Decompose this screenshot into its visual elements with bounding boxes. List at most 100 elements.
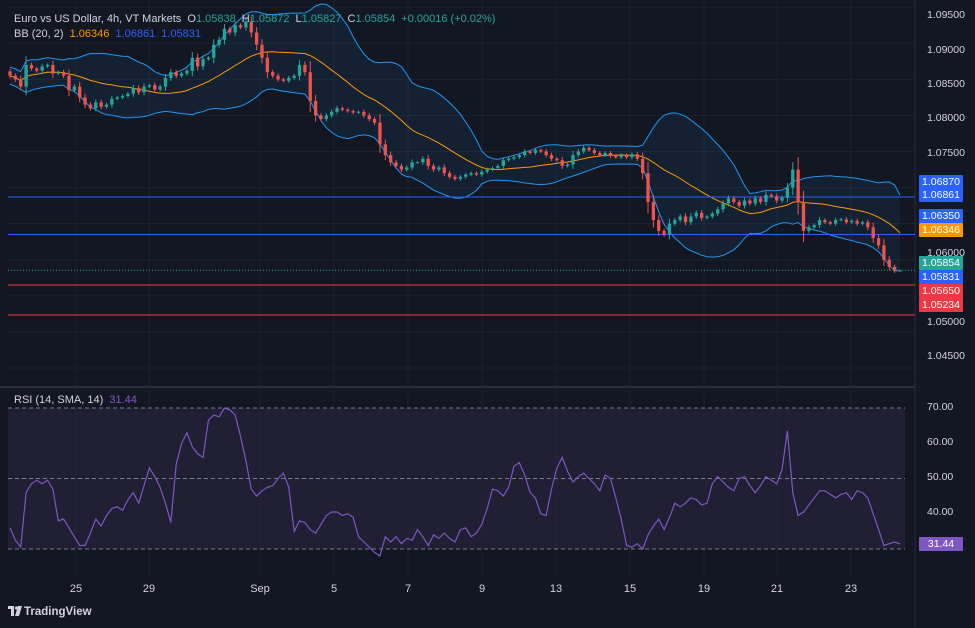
candle-bullish [780, 197, 784, 201]
bb-band-fill [10, 4, 900, 271]
candle-bullish [40, 66, 44, 71]
close-label: C [347, 13, 356, 25]
candle-bearish [823, 220, 827, 223]
time-tick: 7 [404, 583, 412, 595]
candle-bearish [592, 150, 597, 153]
low-value: 1.05827 [301, 13, 342, 25]
candle-bearish [346, 109, 350, 112]
time-tick: Sep [250, 583, 270, 595]
candle-bearish [174, 72, 178, 76]
rsi-legend[interactable]: RSI (14, SMA, 14) 31.44 [14, 394, 140, 406]
candle-bullish [523, 151, 527, 156]
candle-bearish [426, 158, 430, 166]
candle-bearish [892, 266, 897, 271]
time-tick: 15 [623, 583, 637, 595]
candle-bullish [415, 162, 420, 164]
tradingview-logo-icon [8, 606, 22, 616]
time-tick: 9 [478, 583, 486, 595]
candle-bearish [51, 64, 55, 74]
candle-bearish [362, 111, 366, 116]
candle-bullish [217, 39, 221, 45]
high-value: 1.05872 [249, 13, 290, 25]
candle-bearish [276, 75, 280, 80]
candle-bullish [104, 104, 109, 107]
candle-bullish [630, 154, 634, 158]
candle-bullish [619, 155, 623, 158]
candle-bullish [571, 155, 575, 165]
candle-bullish [501, 160, 505, 166]
bb-basis-line [9, 51, 901, 234]
price-tag-red-2: 1.05234 [919, 298, 963, 312]
candle-bullish [464, 174, 468, 177]
time-tick: 13 [549, 583, 563, 595]
candle-bullish [201, 59, 205, 67]
bb-lower-value: 1.05831 [161, 28, 202, 40]
candle-bearish [399, 165, 404, 170]
candle-bearish [153, 85, 157, 90]
candle-bullish [496, 165, 500, 169]
candle-bearish [308, 72, 312, 102]
price-tick: 1.08000 [927, 112, 965, 124]
high-label: H [241, 13, 250, 25]
candle-bullish [45, 64, 50, 67]
candle-bearish [19, 79, 23, 87]
candle-bearish [265, 57, 270, 73]
candle-bearish [871, 227, 875, 239]
candle-bearish [260, 44, 264, 58]
candle-bullish [244, 21, 248, 28]
candle-bearish [651, 202, 656, 221]
candle-bullish [115, 97, 119, 99]
candle-bearish [99, 102, 103, 107]
bb-legend[interactable]: BB (20, 2) 1.06346 1.06861 1.05831 [14, 28, 204, 40]
rsi-tag: 31.44 [919, 537, 963, 551]
candle-bearish [271, 72, 275, 76]
candle-bullish [421, 158, 425, 163]
candle-bearish [828, 222, 832, 224]
candle-bearish [683, 216, 688, 223]
time-tick: 29 [142, 583, 156, 595]
bb-lower-line [9, 83, 901, 272]
bb-upper-value: 1.06861 [115, 28, 156, 40]
price-tick: 1.09000 [927, 44, 965, 56]
candle-bullish [791, 169, 795, 188]
price-tick: 1.08500 [927, 78, 965, 90]
candle-bullish [517, 155, 521, 158]
candle-bullish [458, 176, 463, 179]
candle-bearish [855, 220, 859, 224]
tradingview-logo[interactable]: TradingView [8, 606, 92, 618]
candle-bullish [490, 168, 495, 170]
candle-bearish [876, 238, 881, 246]
close-value: 1.05854 [355, 13, 396, 25]
candle-bearish [238, 25, 243, 28]
candle-bearish [383, 144, 387, 156]
candle-bearish [614, 155, 618, 158]
candle-bearish [367, 115, 371, 120]
candle-bullish [110, 98, 114, 105]
time-tick: 23 [844, 583, 858, 595]
candle-bearish [758, 198, 763, 203]
price-tag-red-1: 1.05650 [919, 284, 963, 298]
price-tag-bb-lower: 1.05831 [919, 270, 963, 284]
candle-bullish [721, 203, 725, 210]
candle-bullish [287, 77, 291, 81]
candle-bullish [678, 216, 682, 221]
candle-bearish [394, 162, 398, 166]
candle-bullish [764, 194, 768, 203]
candle-bearish [587, 147, 591, 151]
candle-bearish [340, 108, 345, 110]
candle-bullish [667, 223, 672, 235]
candle-bearish [769, 194, 773, 197]
candle-bearish [887, 259, 891, 267]
candle-bullish [673, 220, 677, 224]
candle-bearish [83, 97, 87, 105]
candle-bullish [169, 72, 173, 78]
candle-bullish [163, 77, 168, 87]
candle-bearish [608, 152, 613, 156]
candle-bearish [61, 72, 66, 76]
candle-bullish [705, 216, 709, 218]
candle-bullish [860, 222, 865, 224]
candle-bearish [474, 173, 479, 175]
ohlc-legend: Euro vs US Dollar, 4h, VT Markets O1.058… [14, 13, 498, 25]
time-tick: 19 [697, 583, 711, 595]
